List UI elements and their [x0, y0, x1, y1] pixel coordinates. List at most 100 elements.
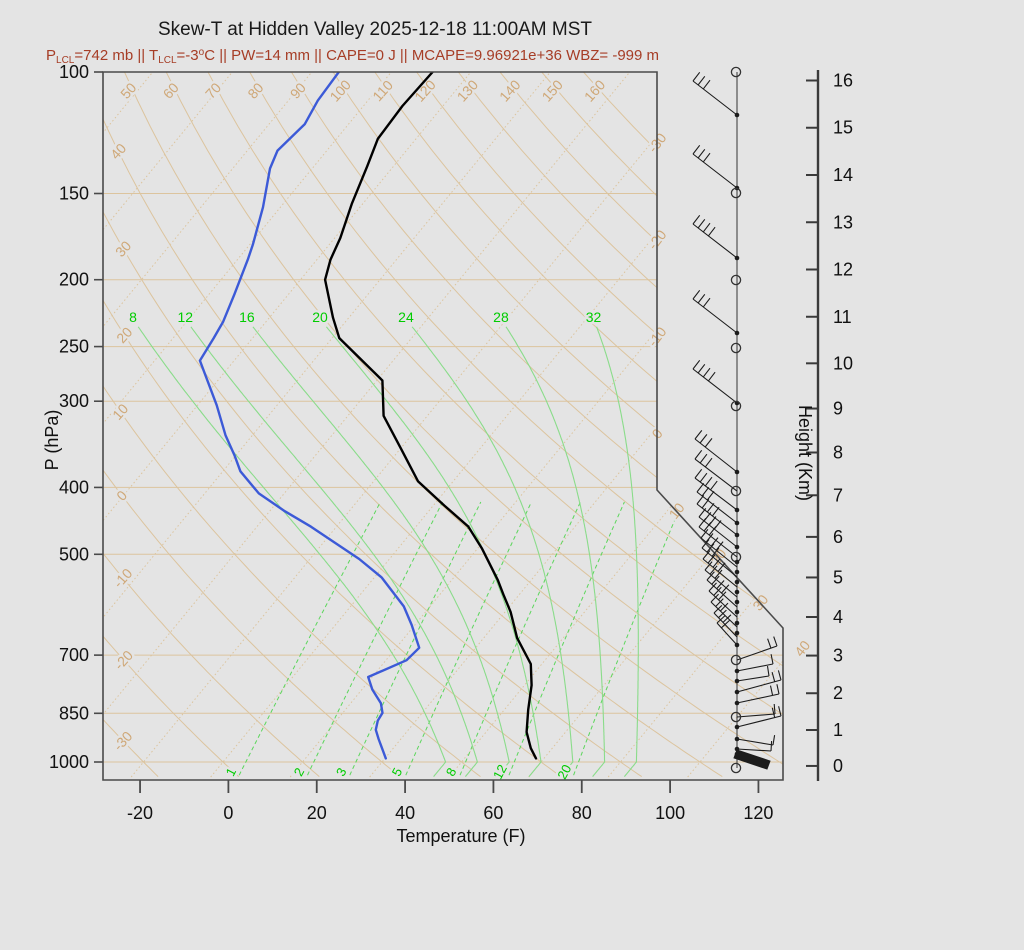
mixing-ratio-line — [573, 501, 683, 776]
pressure-tick-label: 150 — [59, 184, 89, 204]
height-tick-label: 3 — [833, 646, 843, 666]
wind-barb — [710, 593, 738, 628]
dry-adiabat-line — [332, 72, 783, 778]
dry-adiabat-label-left: 30 — [112, 237, 134, 259]
dry-adiabat-line — [103, 72, 401, 777]
mixing-ratio-label: 2 — [291, 765, 308, 778]
height-tick-label: 4 — [833, 607, 843, 627]
wind-level-dot — [734, 330, 740, 336]
wind-level-dot — [734, 599, 740, 605]
wind-level-dot — [734, 700, 740, 706]
pressure-tick-label: 400 — [59, 477, 89, 497]
wind-barb — [696, 482, 738, 524]
isotherm-line — [369, 72, 783, 778]
temperature-tick-label: 80 — [572, 803, 592, 823]
dry-adiabat-line — [207, 72, 783, 778]
wind-barb — [692, 289, 738, 334]
wind-level-dot — [734, 579, 740, 585]
height-tick-label: 1 — [833, 720, 843, 740]
wind-barb — [706, 571, 738, 608]
height-tick-label: 13 — [833, 212, 853, 232]
height-tick-label: 6 — [833, 527, 843, 547]
dry-adiabat-label-top: 160 — [581, 76, 609, 104]
wind-barb — [736, 740, 773, 752]
temperature-tick-label: 60 — [483, 803, 503, 823]
wind-barb — [736, 636, 778, 661]
moist-adiabat-line — [190, 326, 479, 777]
height-tick-label: 14 — [833, 165, 853, 185]
isotherm-line — [528, 72, 783, 778]
dry-adiabat-line — [499, 72, 783, 778]
wind-barb — [736, 706, 782, 728]
dry-adiabat-line — [103, 72, 562, 778]
wind-level-circle — [730, 711, 742, 723]
wind-barb — [692, 359, 738, 404]
mixing-ratio-label: 5 — [389, 765, 406, 778]
wind-barb-flag — [733, 749, 771, 770]
dry-adiabat-line — [103, 72, 320, 777]
height-tick-label: 5 — [833, 567, 843, 587]
temperature-tick-label: 20 — [307, 803, 327, 823]
temperature-axis: -20 0 20 40 60 80 100 120 Temperature (F) — [127, 780, 773, 846]
mixing-ratio-label: 1 — [223, 765, 240, 778]
dry-adiabat-label-top: 140 — [496, 76, 524, 104]
wind-level-dot — [734, 620, 740, 626]
plot-border — [102, 71, 784, 781]
dry-adiabat-label-left: 40 — [107, 140, 129, 162]
wind-level-circle — [730, 187, 742, 199]
wind-level-circle — [730, 485, 742, 497]
wind-level-dot — [734, 724, 740, 730]
moist-adiabat-label: 28 — [493, 309, 509, 325]
dry-adiabat-line — [249, 72, 783, 778]
dry-adiabat-label-left: -10 — [110, 565, 136, 591]
dry-adiabat-label-top: 130 — [454, 76, 482, 104]
wind-level-dot — [734, 532, 740, 538]
isotherm-line — [103, 72, 472, 778]
dry-adiabat-line — [103, 72, 481, 778]
wind-level-dot — [734, 559, 740, 565]
height-tick-label: 9 — [833, 399, 843, 419]
wind-level-dot — [734, 520, 740, 526]
wind-barbs — [692, 66, 782, 774]
wind-level-circle — [730, 274, 742, 286]
wind-level-dot — [734, 746, 740, 752]
wind-level-dot — [734, 609, 740, 615]
dry-adiabat-line — [103, 72, 159, 777]
height-axis-title: Height (Km) — [795, 405, 815, 501]
wind-level-dot — [734, 544, 740, 550]
wind-barb — [692, 214, 738, 259]
pressure-tick-label: 1000 — [49, 752, 89, 772]
wind-barb — [736, 735, 776, 746]
wind-barb — [736, 703, 776, 718]
dewpoint-curve — [198, 72, 421, 760]
mixing-ratio-line — [459, 501, 581, 776]
pressure-tick-label: 200 — [59, 270, 89, 290]
dry-adiabat-label-top: 80 — [244, 79, 266, 101]
sounding-curves — [198, 72, 538, 760]
wind-level-circle — [730, 762, 742, 774]
moist-adiabat-label: 12 — [177, 309, 193, 325]
isotherm-line — [103, 72, 551, 778]
wind-level-dot — [734, 589, 740, 595]
pressure-tick-label: 850 — [59, 703, 89, 723]
height-tick-label: 16 — [833, 70, 853, 90]
moist-adiabat-line — [137, 326, 447, 777]
wind-level-circle — [730, 342, 742, 354]
isotherm-line — [0, 72, 73, 777]
dry-adiabat-line — [124, 72, 783, 778]
dry-adiabat-line — [290, 72, 783, 778]
mixing-ratio-label: 3 — [333, 765, 350, 778]
wind-level-dot — [734, 112, 740, 118]
wind-barb — [700, 529, 738, 568]
isotherm-line — [103, 72, 233, 778]
pressure-tick-label: 250 — [59, 337, 89, 357]
temperature-tick-label: 0 — [223, 803, 233, 823]
dry-adiabat-label-top: 100 — [326, 76, 354, 104]
temperature-tick-label: 40 — [395, 803, 415, 823]
dry-adiabat-label-top: 110 — [369, 77, 396, 104]
dry-adiabat-line — [416, 72, 783, 778]
moist-adiabat-line — [596, 326, 639, 777]
wind-level-dot — [734, 469, 740, 475]
pressure-axis: 100 150 200 250 300 400 500 700 850 1000 P (hPa) — [42, 62, 103, 772]
